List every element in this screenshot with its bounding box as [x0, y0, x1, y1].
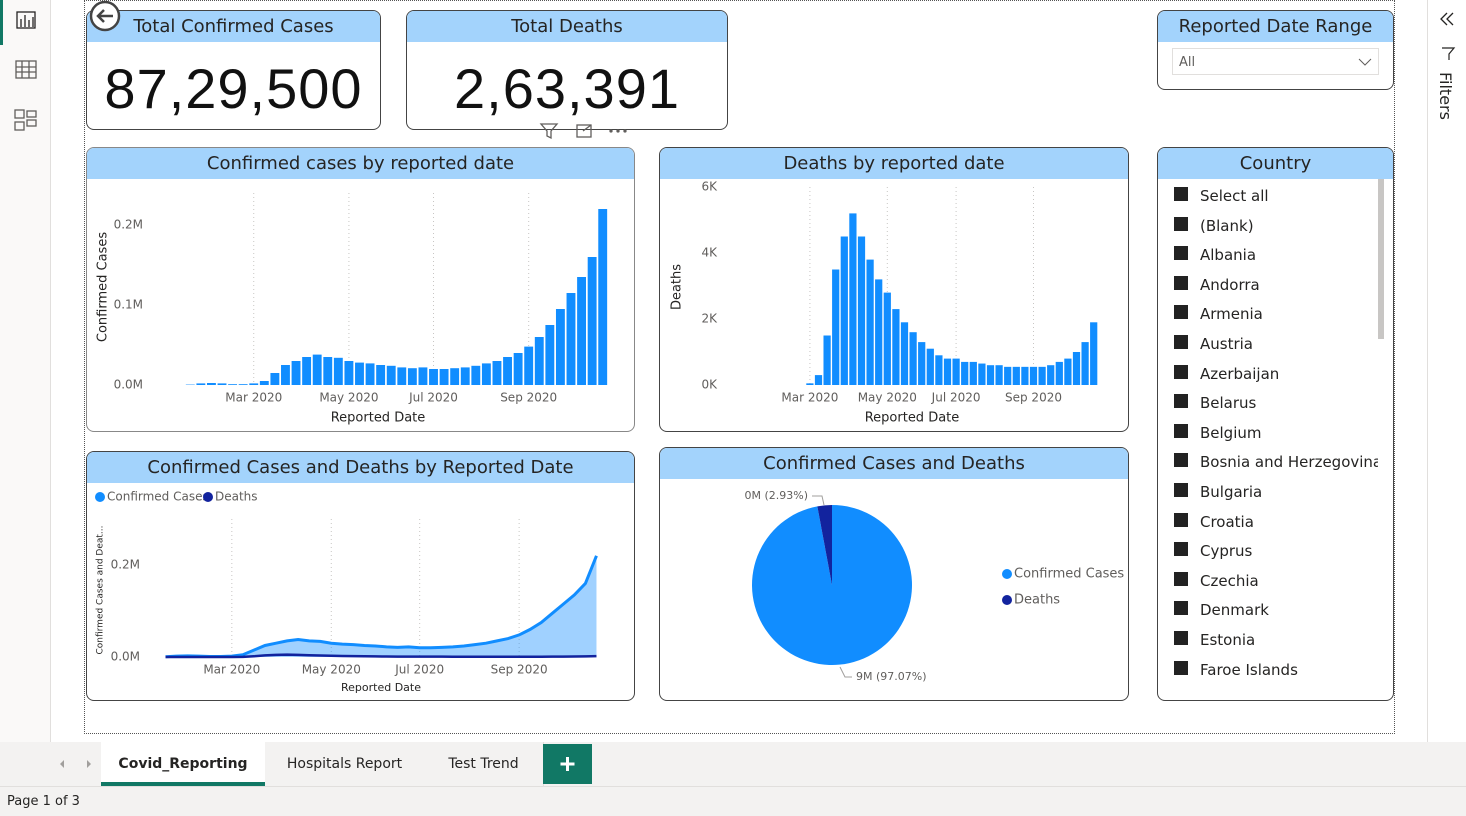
- card-title: Total Confirmed Cases: [87, 11, 380, 42]
- item-label: Belgium: [1200, 423, 1262, 442]
- slicer-title: Country: [1158, 148, 1393, 179]
- pane-icons: [1440, 12, 1456, 60]
- item-label: Cyprus: [1200, 542, 1253, 561]
- page-count: Page 1 of 3: [7, 794, 80, 809]
- slicer-item[interactable]: Armenia: [1174, 303, 1263, 323]
- page-tab[interactable]: Hospitals Report: [265, 742, 425, 786]
- model-view-icon[interactable]: [14, 109, 25, 119]
- item-label: Belarus: [1200, 394, 1257, 413]
- checkbox[interactable]: [1174, 631, 1188, 645]
- scrollbar[interactable]: [1378, 179, 1384, 339]
- slicer-item[interactable]: Croatia: [1174, 511, 1254, 531]
- checkbox[interactable]: [1174, 335, 1188, 349]
- left-nav: [0, 0, 51, 742]
- slicer-item[interactable]: Andorra: [1174, 274, 1260, 294]
- slicer-item[interactable]: Estonia: [1174, 629, 1255, 649]
- slicer-item[interactable]: Cyprus: [1174, 540, 1252, 560]
- card: Total Confirmed Cases 87,29,500: [86, 10, 381, 130]
- card-value: 87,29,500: [104, 57, 363, 120]
- item-label: Albania: [1200, 246, 1257, 265]
- checkbox[interactable]: [1174, 275, 1188, 290]
- pane-label: Filters: [1436, 72, 1455, 120]
- slicer-item[interactable]: Denmark: [1174, 599, 1269, 619]
- slicer-title: Reported Date Range: [1158, 11, 1393, 42]
- chart-title: Confirmed cases by reported date: [87, 148, 634, 179]
- checkbox[interactable]: [1174, 660, 1188, 675]
- item-label: Estonia: [1200, 631, 1256, 649]
- filters-pane[interactable]: Filters: [1427, 0, 1466, 742]
- checkbox[interactable]: [1174, 246, 1188, 261]
- nav-icons: [14, 11, 37, 131]
- slicer-item[interactable]: Select all: [1174, 185, 1269, 205]
- chart-panel: Confirmed Cases and Deaths by Reported D…: [86, 451, 635, 701]
- data-view-icon[interactable]: [15, 60, 37, 79]
- slicer-item[interactable]: (Blank): [1174, 215, 1254, 235]
- chart-panel: Confirmed cases by reported date: [86, 147, 635, 432]
- item-label: Denmark: [1200, 601, 1269, 620]
- slicer-list: Select all (Blank) Albania Andorra Armenia Au…: [1158, 179, 1378, 700]
- country-slicer: Country Select all (Blank) Albania Andorra A…: [1157, 147, 1394, 701]
- card-value: 2,63,391: [454, 57, 680, 120]
- back-button[interactable]: [88, 0, 124, 34]
- item-label: Andorra: [1200, 275, 1260, 294]
- checkbox[interactable]: [1174, 453, 1188, 468]
- checkbox[interactable]: [1174, 483, 1188, 497]
- checkbox[interactable]: [1174, 394, 1188, 409]
- item-label: (Blank): [1200, 216, 1254, 235]
- item-label: Armenia: [1200, 305, 1263, 324]
- checkbox[interactable]: [1174, 187, 1188, 201]
- checkbox[interactable]: [1174, 542, 1188, 557]
- chart-title: Confirmed Cases and Deaths: [660, 448, 1128, 479]
- item-label: Faroe Islands: [1200, 660, 1298, 679]
- page-tab[interactable]: Test Trend: [424, 742, 544, 786]
- slicer-item[interactable]: Bulgaria: [1174, 481, 1262, 501]
- report-view-icon[interactable]: [16, 11, 36, 29]
- chart-panel: Deaths by reported date: [659, 147, 1129, 432]
- status-bar: Page 1 of 3: [0, 786, 1466, 816]
- checkbox[interactable]: [1174, 601, 1188, 616]
- page-tab[interactable]: Covid_Reporting: [101, 742, 266, 786]
- item-label: Bosnia and Herzegovina: [1200, 453, 1378, 472]
- chart-title: Deaths by reported date: [660, 148, 1128, 179]
- chart-panel: Confirmed Cases and Deaths: [659, 447, 1129, 701]
- item-label: Bulgaria: [1200, 483, 1263, 501]
- item-label: Select all: [1200, 187, 1269, 205]
- slicer-item[interactable]: Bosnia and Herzegovina: [1174, 451, 1378, 471]
- card-title: Total Deaths: [407, 11, 727, 42]
- chevron: [1358, 58, 1372, 66]
- checkbox[interactable]: [1174, 305, 1188, 320]
- slicer-item[interactable]: Austria: [1174, 333, 1253, 353]
- slicer-item[interactable]: Faroe Islands: [1174, 659, 1298, 679]
- canvas-frame: [84, 0, 1395, 734]
- date-slicer: Reported Date Range All: [1157, 10, 1394, 90]
- checkbox[interactable]: [1174, 512, 1188, 527]
- slicer-item[interactable]: Belarus: [1174, 392, 1256, 412]
- item-label: Czechia: [1200, 571, 1259, 590]
- active-indicator: [0, 0, 3, 45]
- chart-title: Confirmed Cases and Deaths by Reported D…: [87, 452, 634, 483]
- checkbox[interactable]: [1174, 571, 1188, 586]
- item-label: Austria: [1200, 335, 1253, 353]
- checkbox[interactable]: [1174, 423, 1188, 438]
- slicer-item[interactable]: Belgium: [1174, 422, 1262, 442]
- tab-scroll[interactable]: [52, 756, 100, 772]
- dropdown-value: All: [1179, 55, 1196, 70]
- dropdown[interactable]: All: [1172, 48, 1379, 75]
- add-page-button[interactable]: [543, 744, 592, 784]
- checkbox[interactable]: [1174, 364, 1188, 379]
- slicer-item[interactable]: Czechia: [1174, 570, 1259, 590]
- item-label: Azerbaijan: [1200, 364, 1280, 383]
- card: Total Deaths 2,63,391: [406, 10, 728, 130]
- slicer-item[interactable]: Azerbaijan: [1174, 363, 1279, 383]
- slicer-item[interactable]: Albania: [1174, 244, 1256, 264]
- item-label: Croatia: [1200, 512, 1254, 531]
- checkbox[interactable]: [1174, 216, 1188, 231]
